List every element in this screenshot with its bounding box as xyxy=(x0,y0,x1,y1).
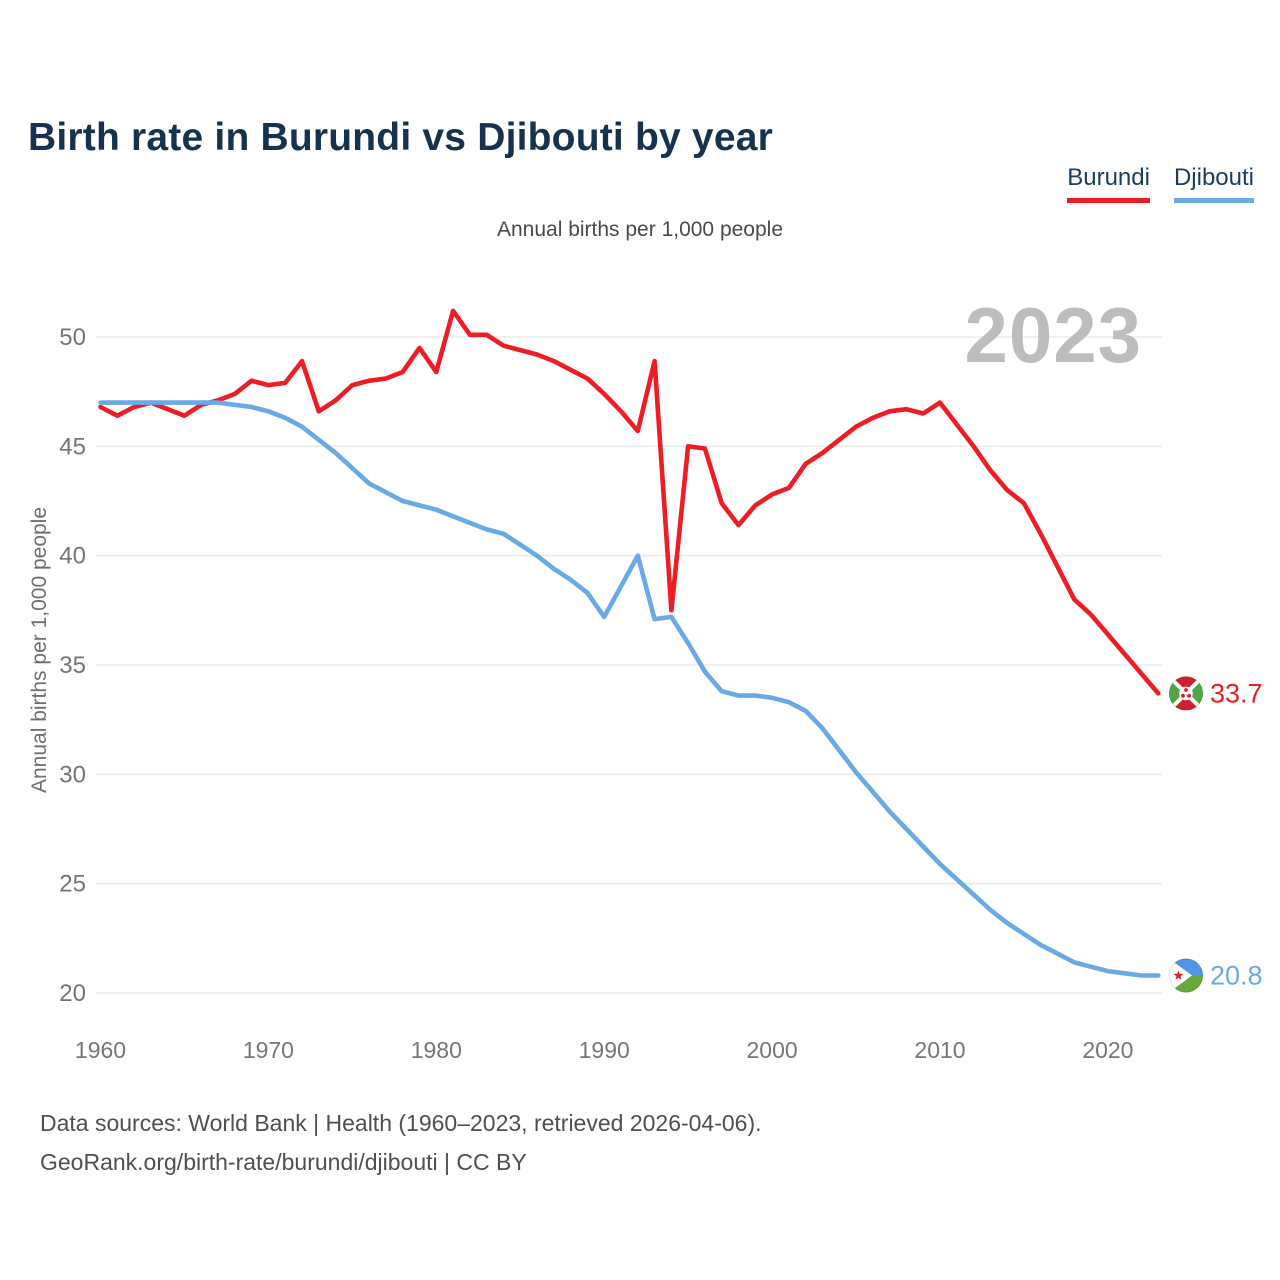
x-tick-2010: 2010 xyxy=(914,1037,965,1063)
footer: Data sources: World Bank | Health (1960–… xyxy=(40,1104,762,1182)
y-tick-20: 20 xyxy=(59,980,86,1007)
chart-subtitle: Annual births per 1,000 people xyxy=(496,218,784,241)
burundi-line[interactable] xyxy=(98,308,1161,696)
x-tick-2000: 2000 xyxy=(747,1037,798,1063)
y-tick-30: 30 xyxy=(59,761,86,788)
footer-link: GeoRank.org/birth-rate/burundi/djibouti … xyxy=(40,1149,527,1175)
djibouti-flag-icon xyxy=(1169,958,1203,993)
y-tick-40: 40 xyxy=(59,543,86,570)
footer-sources: Data sources: World Bank | Health (1960–… xyxy=(40,1110,762,1136)
djibouti-line[interactable] xyxy=(98,400,1161,978)
djibouti-end-value: 20.8 xyxy=(1210,961,1263,991)
x-tick-1980: 1980 xyxy=(411,1037,462,1063)
gridlines xyxy=(96,336,1162,994)
x-tick-1990: 1990 xyxy=(579,1037,630,1063)
y-tick-25: 25 xyxy=(59,871,86,898)
legend-item-djibouti[interactable]: Djibouti xyxy=(1173,164,1254,204)
x-tick-1960: 1960 xyxy=(75,1037,126,1063)
watermark-year: 2023 xyxy=(964,291,1142,379)
burundi-end-value: 33.7 xyxy=(1210,678,1263,708)
y-tick-35: 35 xyxy=(59,652,86,679)
legend-item-burundi[interactable]: Burundi xyxy=(1067,164,1150,204)
y-tick-50: 50 xyxy=(59,324,86,351)
x-axis-ticks: 1960 1970 1980 1990 2000 2010 2020 xyxy=(75,1037,1134,1063)
y-tick-45: 45 xyxy=(59,433,86,460)
legend: Burundi Djibouti xyxy=(1067,164,1254,204)
page-title: Birth rate in Burundi vs Djibouti by yea… xyxy=(28,116,773,160)
y-axis-title: Annual births per 1,000 people xyxy=(28,507,51,793)
x-tick-2020: 2020 xyxy=(1082,1037,1133,1063)
y-axis-ticks: 20 25 30 35 40 45 50 xyxy=(59,324,86,1007)
burundi-flag-icon xyxy=(1169,676,1203,711)
x-tick-1970: 1970 xyxy=(243,1037,294,1063)
